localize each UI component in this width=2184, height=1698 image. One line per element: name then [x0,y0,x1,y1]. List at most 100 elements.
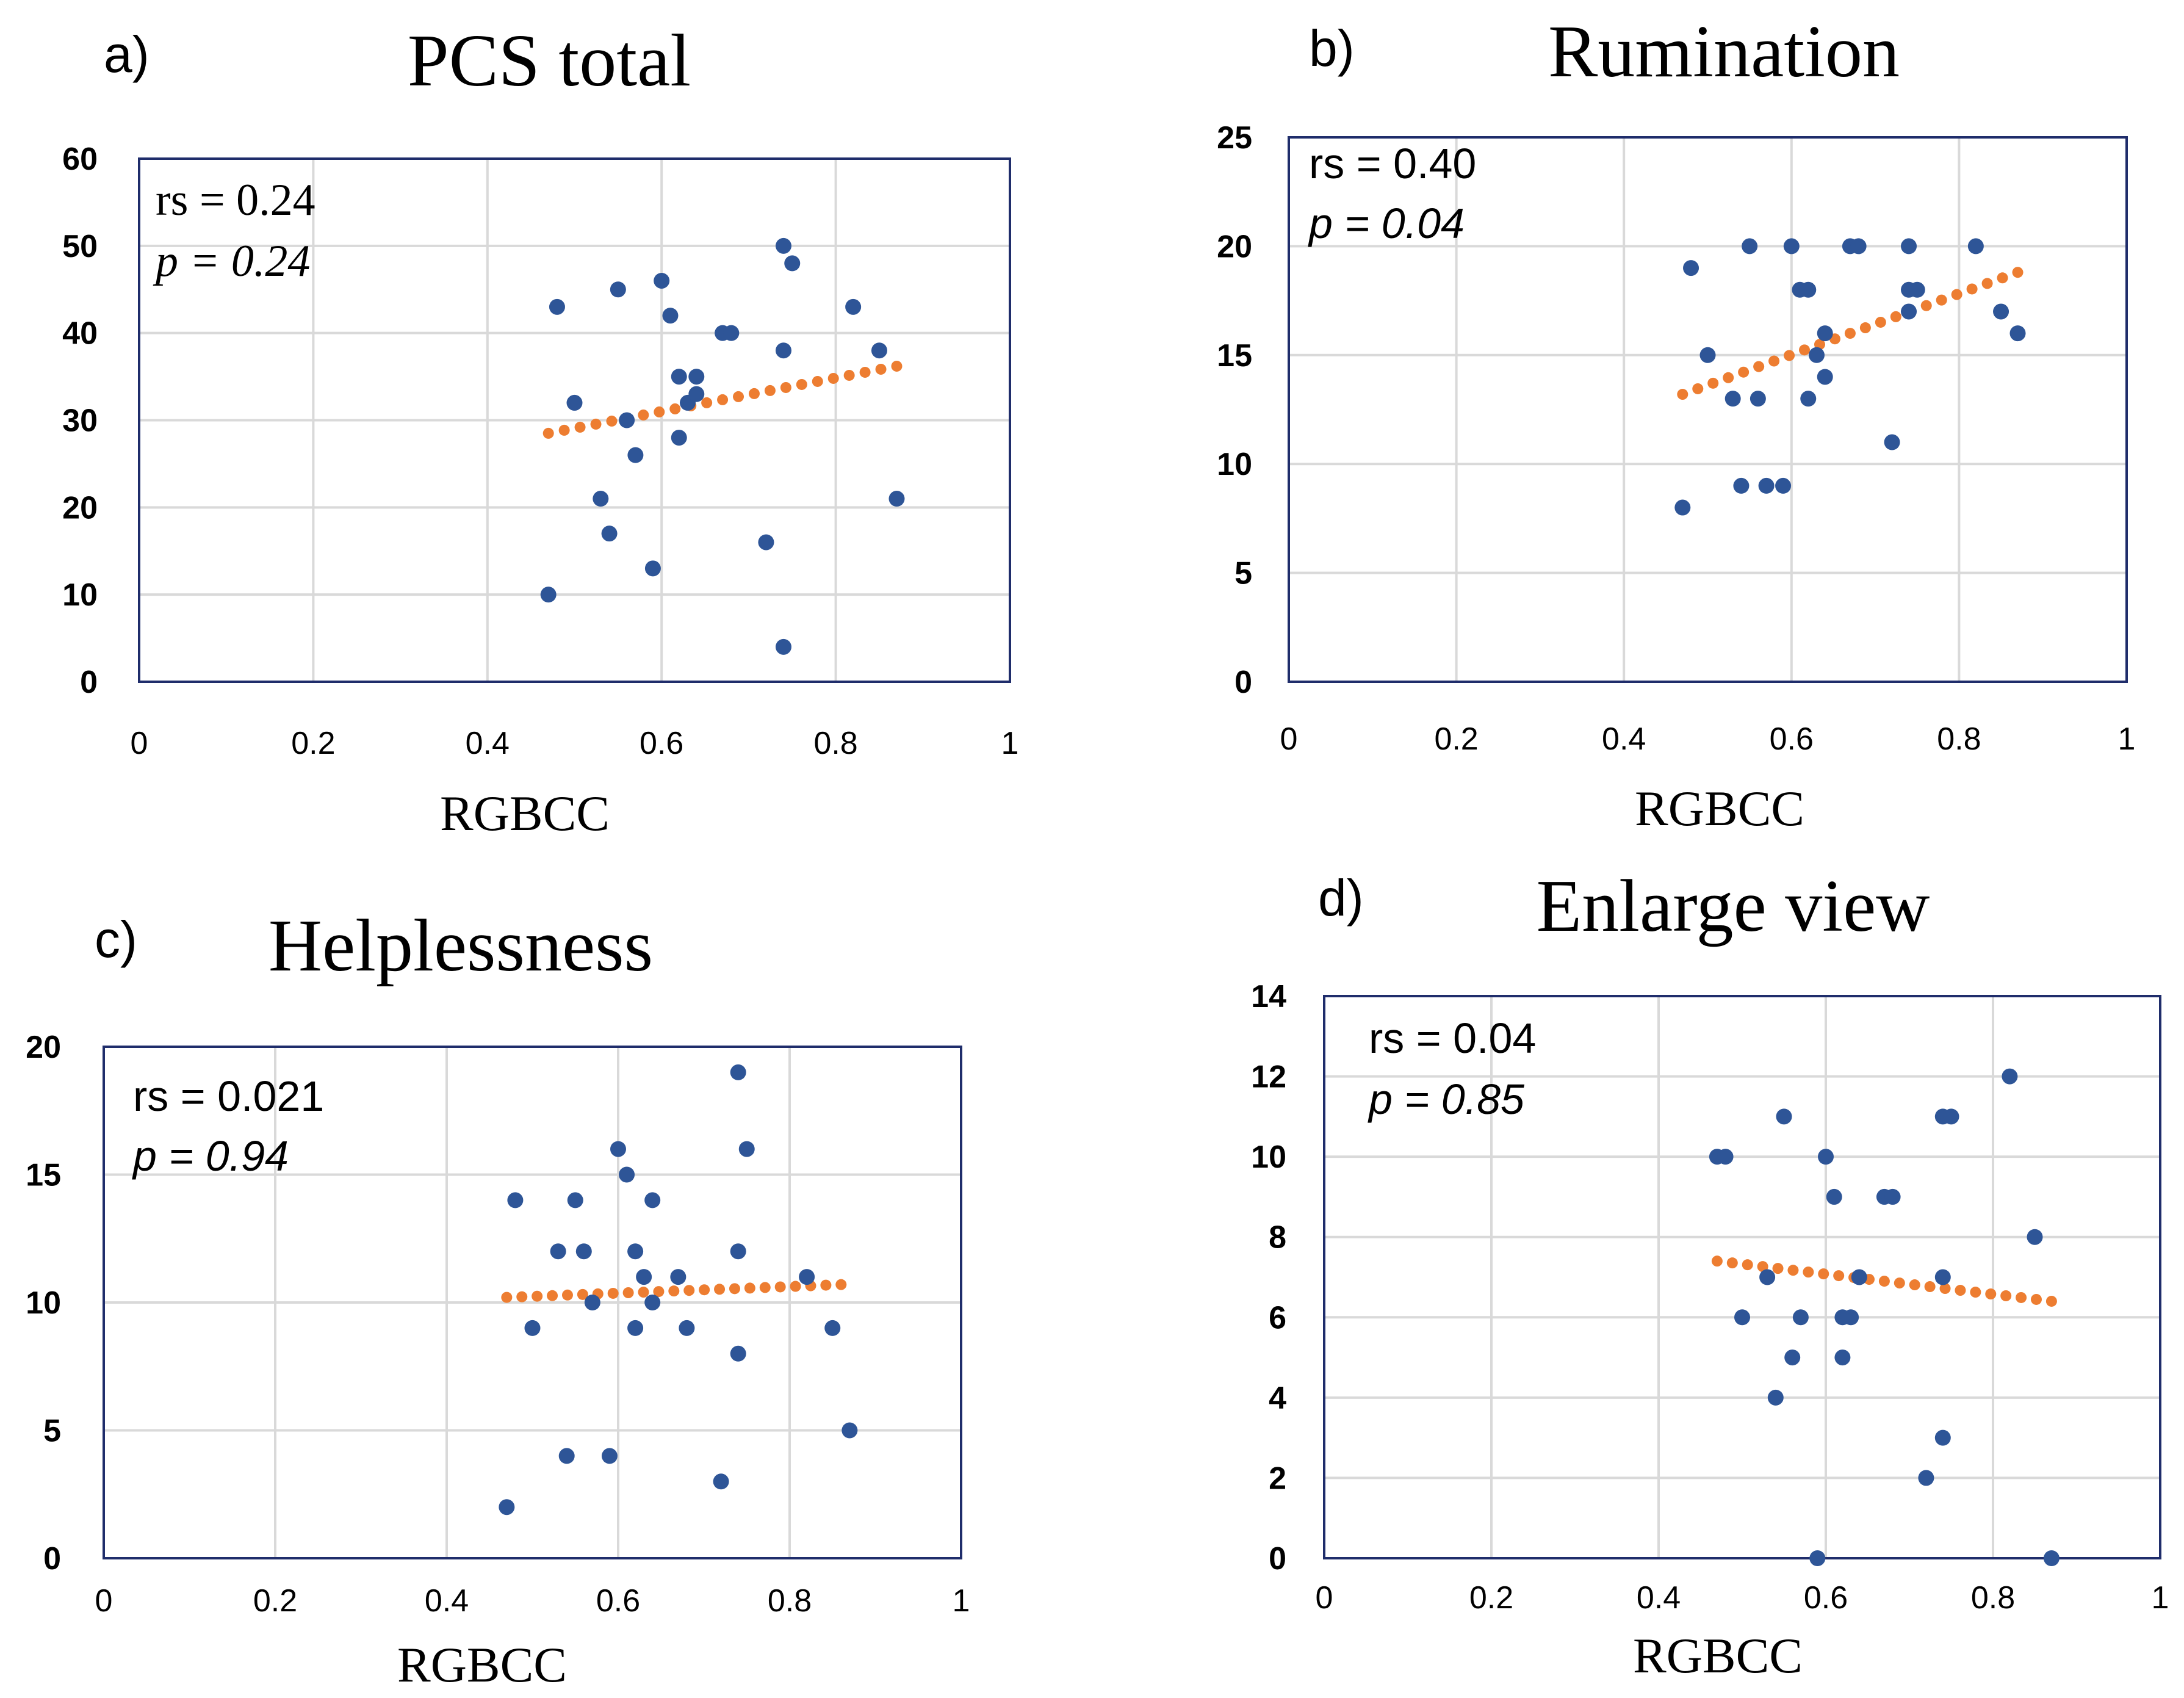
trendline-dot [701,397,713,408]
panel-b-title: Rumination [1548,10,1900,93]
trendline-dot [827,372,839,384]
trendline-dot [2000,1290,2012,1302]
trendline-dot [1757,1261,1768,1273]
trendline-dot [1753,361,1765,372]
y-tick-label: 14 [1251,979,1286,1014]
data-point [499,1499,515,1516]
data-point [1850,238,1867,255]
data-point [2043,1550,2060,1566]
panel-c-stat-p: p = 0.94 [132,1132,289,1180]
y-tick-label: 20 [1217,229,1252,264]
data-point [775,342,791,359]
data-point [730,1064,746,1080]
data-point [1783,238,1800,255]
trendline-dot [638,1287,649,1298]
trendline-dot [1981,278,1993,289]
x-tick-label: 1 [2118,721,2136,757]
trendline-dot [1875,316,1886,328]
data-point [619,1166,635,1183]
trendline-dot [654,406,665,417]
data-point [1934,1429,1951,1446]
trendline-dot [574,421,586,433]
panel-d-stat-rs: rs = 0.04 [1369,1014,1536,1062]
x-tick-label: 0 [95,1583,113,1619]
trendline-dot [1997,272,2008,284]
plot-area-border [1288,136,2128,683]
data-point [558,1448,575,1464]
panel-d: d) Enlarge view 0 2 4 6 8 10 12 14 0 0.2 0.4 0.6 0.8… [1251,865,2169,1683]
trendline-dot [1711,1255,1723,1267]
trendline-dot [638,409,649,421]
trendline-dot [717,394,729,405]
data-point [723,325,740,341]
data-point [1967,238,1984,255]
data-point [1742,238,1758,255]
y-tick-label: 15 [26,1158,61,1193]
trendline-dot [729,1283,740,1295]
y-tick-label: 8 [1269,1220,1286,1255]
trendline-dot [653,1286,665,1298]
data-point [824,1320,841,1336]
data-point [1901,303,1917,320]
trendline-dot [1909,1279,1920,1291]
data-point [1674,499,1691,516]
trendline-dot [820,1279,832,1291]
trendline-dot [812,375,823,387]
data-point [1800,281,1817,298]
panel-c-title: Helplessness [268,905,653,987]
data-point [1943,1108,1959,1125]
data-point [566,394,583,411]
data-point [1683,260,1699,276]
panel-a-x-axis-label: RGBCC [440,786,610,841]
y-tick-label: 12 [1251,1060,1286,1095]
data-point [775,237,791,254]
panel-a-stat-p: p = 0.24 [153,236,310,286]
data-point [575,1243,592,1260]
panel-b-plot: 0 5 10 15 20 25 0 0.2 0.4 0.6 0.8 1 [1217,120,2135,757]
trendline-dot [790,1281,801,1292]
trendline-dot [780,381,791,393]
data-point [688,369,705,385]
data-point [644,1192,661,1208]
panel-a-plot: 0 10 20 30 40 50 60 0 0.2 0.4 0.6 0.8 1 [62,142,1018,761]
trendline-dot [516,1291,528,1302]
x-tick-label: 0.4 [1637,1580,1681,1616]
trendline-dot [759,1282,771,1293]
x-tick-label: 1 [1001,726,1019,761]
trendline-dot [1894,1277,1905,1289]
data-point [679,1320,695,1336]
trendline-dot [1768,355,1780,367]
data-point [2027,1229,2043,1245]
data-point [1734,1309,1750,1326]
x-tick-label: 0.6 [1770,721,1814,757]
y-tick-label: 0 [80,665,98,700]
data-point [550,1243,566,1260]
data-point [654,272,670,289]
data-point [636,1269,652,1285]
data-point [627,1320,644,1336]
x-tick-label: 0 [1280,721,1298,757]
y-tick-label: 30 [62,403,98,439]
trendline-dot [1936,294,1947,306]
trendline-dot [774,1281,786,1293]
trendline-dot [699,1284,710,1296]
trendline-dot [1878,1276,1890,1287]
data-point [842,1422,858,1439]
y-tick-label: 25 [1217,120,1252,156]
data-point [644,560,661,577]
data-point [738,1141,755,1157]
trendline-dot [2012,267,2024,278]
x-tick-label: 1 [953,1583,970,1619]
x-tick-label: 0.4 [425,1583,469,1619]
data-point [730,1243,746,1260]
trendline-dot [1920,300,1932,311]
trendline-dot [577,1288,588,1300]
panel-d-letter: d) [1318,869,1364,927]
trendline-dot [1787,1265,1799,1276]
x-tick-label: 0.2 [291,726,335,761]
plot-area-border [138,157,1011,683]
panel-b-stat-p: p = 0.04 [1308,200,1465,247]
x-tick-label: 0 [131,726,148,761]
trendline-dot [1951,289,1962,300]
trendline-dot [1833,1270,1845,1282]
